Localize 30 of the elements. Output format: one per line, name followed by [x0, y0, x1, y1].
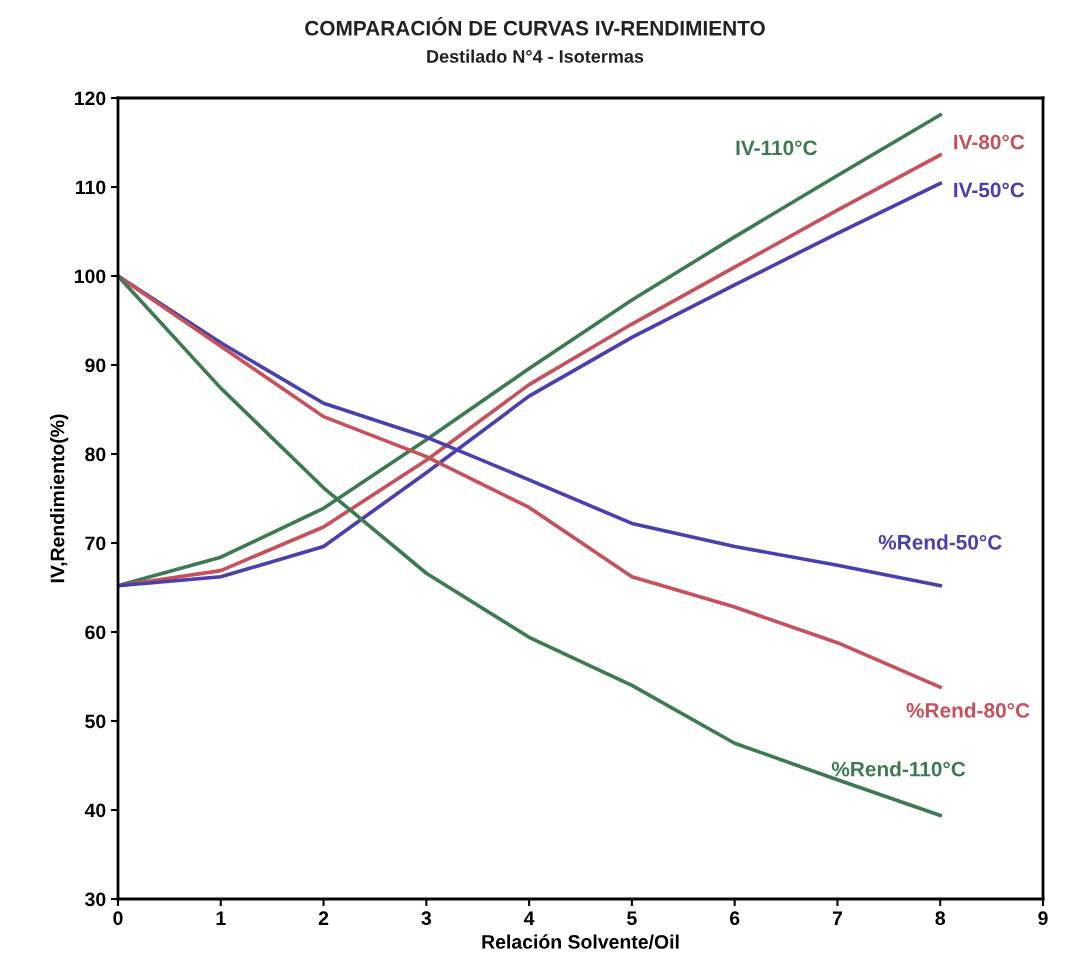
- x-tick-label: 4: [524, 911, 535, 925]
- series-label: %Rend-80°C: [906, 702, 1030, 718]
- x-axis-title: Relación Solvente/Oil: [482, 934, 679, 949]
- chart-subtitle: Destilado N°4 - Isotermas: [427, 49, 644, 63]
- series-label: IV-80°C: [954, 134, 1025, 150]
- y-tick-label: 40: [84, 803, 106, 818]
- x-tick-label: 7: [832, 911, 842, 925]
- chart-title: COMPARACIÓN DE CURVAS IV-RENDIMIENTO: [305, 16, 765, 36]
- y-tick-label: 60: [85, 625, 106, 640]
- x-tick-label: 6: [729, 911, 740, 926]
- x-tick-label: 5: [627, 911, 637, 926]
- y-tick-label: 90: [85, 358, 106, 373]
- y-tick-label: 50: [85, 714, 106, 729]
- y-tick-label: 30: [85, 892, 106, 907]
- x-tick-label: 3: [421, 911, 432, 926]
- y-axis-title: IV,Rendimiento(%): [50, 414, 69, 583]
- x-tick-label: 0: [113, 911, 123, 926]
- x-tick-label: 1: [216, 911, 226, 925]
- y-tick-label: 80: [85, 447, 106, 462]
- series-label: IV-110°C: [736, 140, 817, 156]
- x-tick-label: 9: [1038, 911, 1048, 926]
- y-tick-label: 110: [76, 180, 106, 195]
- y-tick-label: 70: [85, 536, 106, 551]
- series-label: IV-50°C: [954, 182, 1025, 198]
- y-tick-label: 120: [74, 91, 106, 106]
- x-tick-label: 8: [935, 911, 946, 926]
- y-tick-label: 100: [74, 269, 106, 284]
- series-label: %Rend-110°C: [831, 761, 966, 777]
- series-label: %Rend-50°C: [878, 534, 1002, 550]
- x-tick-label: 2: [318, 911, 329, 925]
